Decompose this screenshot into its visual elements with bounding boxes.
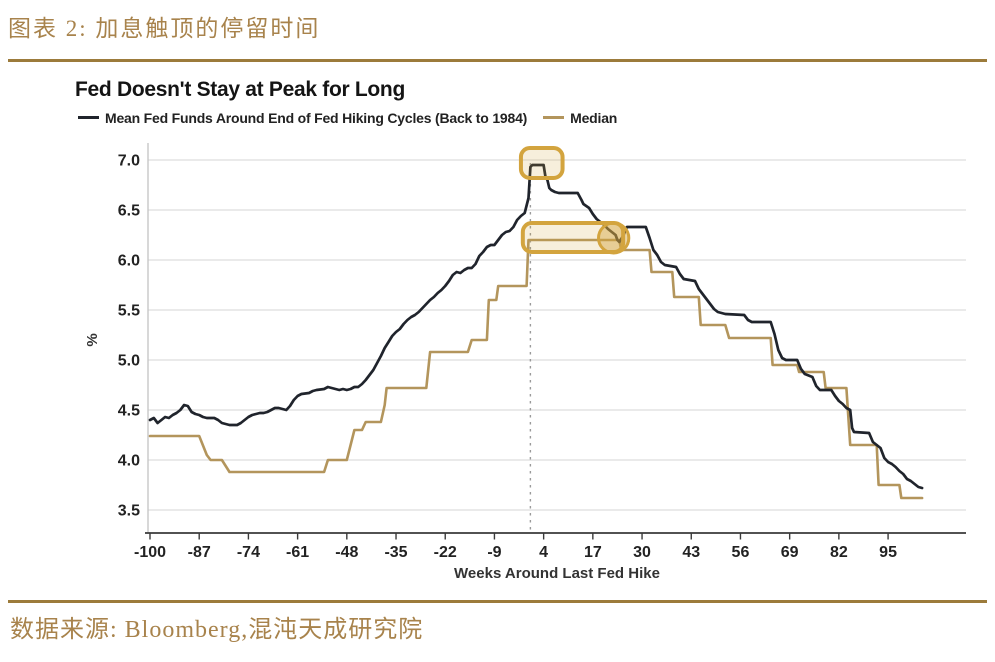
x-tick-label--9: -9 xyxy=(487,544,501,561)
legend-label-median: Median xyxy=(570,109,618,126)
y-tick-label-5.5: 5.5 xyxy=(118,303,140,320)
median-line-swatch-icon xyxy=(543,116,565,119)
bottom-divider-rule xyxy=(8,600,987,603)
mean-line-swatch-icon xyxy=(78,116,99,119)
legend-item-median: Median xyxy=(543,110,617,126)
legend-item-mean: Mean Fed Funds Around End of Fed Hiking … xyxy=(78,110,527,126)
x-tick-label-82: 82 xyxy=(830,544,848,561)
x-tick-label-30: 30 xyxy=(633,544,651,561)
x-tick-label-56: 56 xyxy=(732,544,750,561)
x-tick-label--22: -22 xyxy=(434,544,457,561)
y-tick-label-6.0: 6.0 xyxy=(118,253,140,270)
y-tick-label-6.5: 6.5 xyxy=(118,203,140,220)
y-tick-label-5.0: 5.0 xyxy=(118,353,140,370)
mean-series-line xyxy=(148,163,924,490)
chart-title: Fed Doesn't Stay at Peak for Long xyxy=(75,78,405,101)
mean-peak-highlight-box xyxy=(518,146,565,180)
median-peak-highlight-box xyxy=(520,221,626,254)
x-tick-label-4: 4 xyxy=(539,544,548,561)
y-tick-label-4.5: 4.5 xyxy=(118,403,140,420)
x-axis-label: Weeks Around Last Fed Hike xyxy=(454,565,660,582)
x-tick-label--100: -100 xyxy=(134,544,166,561)
x-tick-label--61: -61 xyxy=(286,544,309,561)
x-tick-label-95: 95 xyxy=(879,544,897,561)
x-tick-label-69: 69 xyxy=(781,544,799,561)
legend-label-mean: Mean Fed Funds Around End of Fed Hiking … xyxy=(105,109,528,126)
y-tick-label-3.5: 3.5 xyxy=(118,503,140,520)
y-tick-label-7.0: 7.0 xyxy=(118,153,140,170)
y-axis-label: % xyxy=(84,333,101,346)
y-tick-label-4.0: 4.0 xyxy=(118,453,140,470)
x-tick-label-43: 43 xyxy=(682,544,700,561)
chart-legend: Mean Fed Funds Around End of Fed Hiking … xyxy=(78,106,633,126)
top-divider-rule xyxy=(8,59,987,62)
x-tick-label--35: -35 xyxy=(384,544,407,561)
x-tick-label--74: -74 xyxy=(237,544,260,561)
x-tick-label--87: -87 xyxy=(188,544,211,561)
data-source-text: 数据来源: Bloomberg,混沌天成研究院 xyxy=(10,617,424,643)
x-tick-label-17: 17 xyxy=(584,544,602,561)
figure-caption: 图表 2: 加息触顶的停留时间 xyxy=(8,16,321,41)
x-tick-label--48: -48 xyxy=(335,544,358,561)
median-series-line xyxy=(148,238,924,500)
mean-median-crossover-ellipse xyxy=(597,221,631,255)
